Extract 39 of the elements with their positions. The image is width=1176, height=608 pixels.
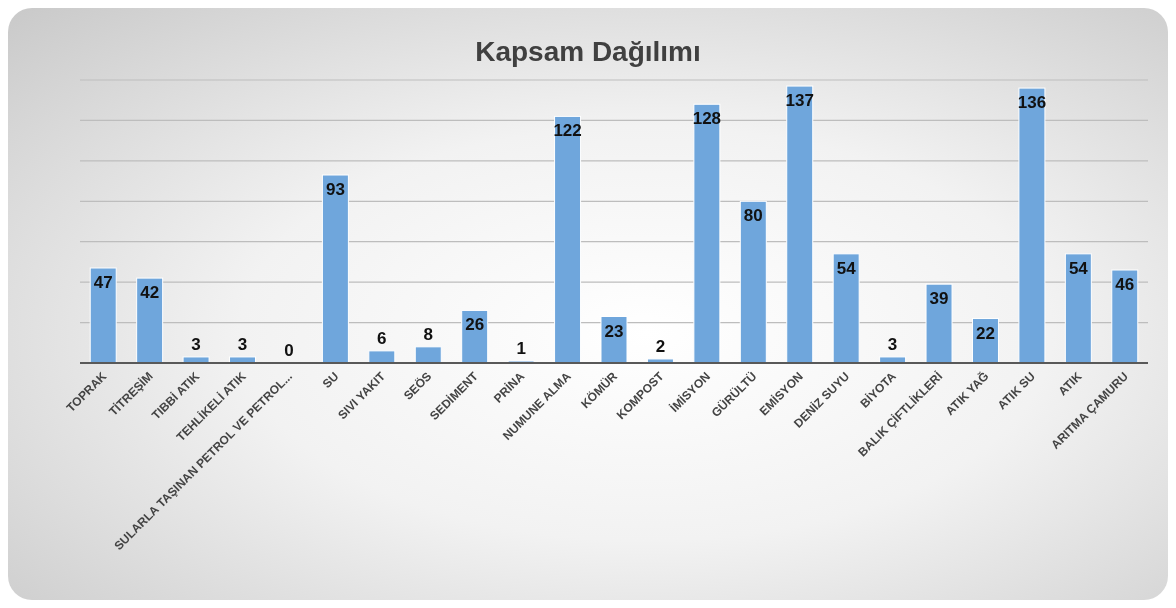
data-label: 3 — [237, 334, 248, 354]
data-label: 26 — [465, 315, 485, 335]
data-label: 47 — [93, 272, 113, 292]
bar — [136, 277, 164, 363]
bar — [368, 350, 396, 363]
bar — [739, 200, 767, 363]
bar — [879, 356, 907, 363]
bar — [693, 103, 721, 363]
data-label: 22 — [976, 323, 995, 343]
bar — [321, 174, 349, 363]
data-label: 54 — [836, 258, 857, 278]
bar — [832, 253, 860, 363]
bar — [1064, 253, 1092, 363]
data-label: 54 — [1068, 258, 1089, 278]
bar — [1018, 87, 1046, 363]
data-label: 1 — [516, 338, 526, 358]
bar — [414, 346, 442, 363]
bar — [786, 85, 814, 363]
bar — [229, 356, 257, 363]
data-label: 93 — [325, 180, 345, 200]
data-label: 42 — [140, 283, 160, 303]
bar — [600, 316, 628, 363]
x-tick-label: SU — [319, 369, 342, 391]
bar — [89, 267, 117, 363]
data-label: 3 — [887, 334, 898, 354]
data-label: 39 — [929, 289, 949, 309]
data-label: 8 — [423, 324, 433, 344]
data-label: 0 — [284, 341, 294, 360]
data-label: 3 — [191, 334, 201, 354]
data-label: 46 — [1115, 275, 1135, 295]
data-label: 2 — [655, 336, 666, 356]
bar — [554, 115, 582, 363]
chart-title: Kapsam Dağılımı — [474, 36, 702, 68]
data-label: 23 — [604, 321, 624, 341]
data-label: 6 — [377, 328, 387, 348]
bar — [182, 356, 210, 363]
bar — [1111, 269, 1139, 363]
bar — [925, 283, 953, 363]
data-label: 80 — [743, 206, 763, 226]
